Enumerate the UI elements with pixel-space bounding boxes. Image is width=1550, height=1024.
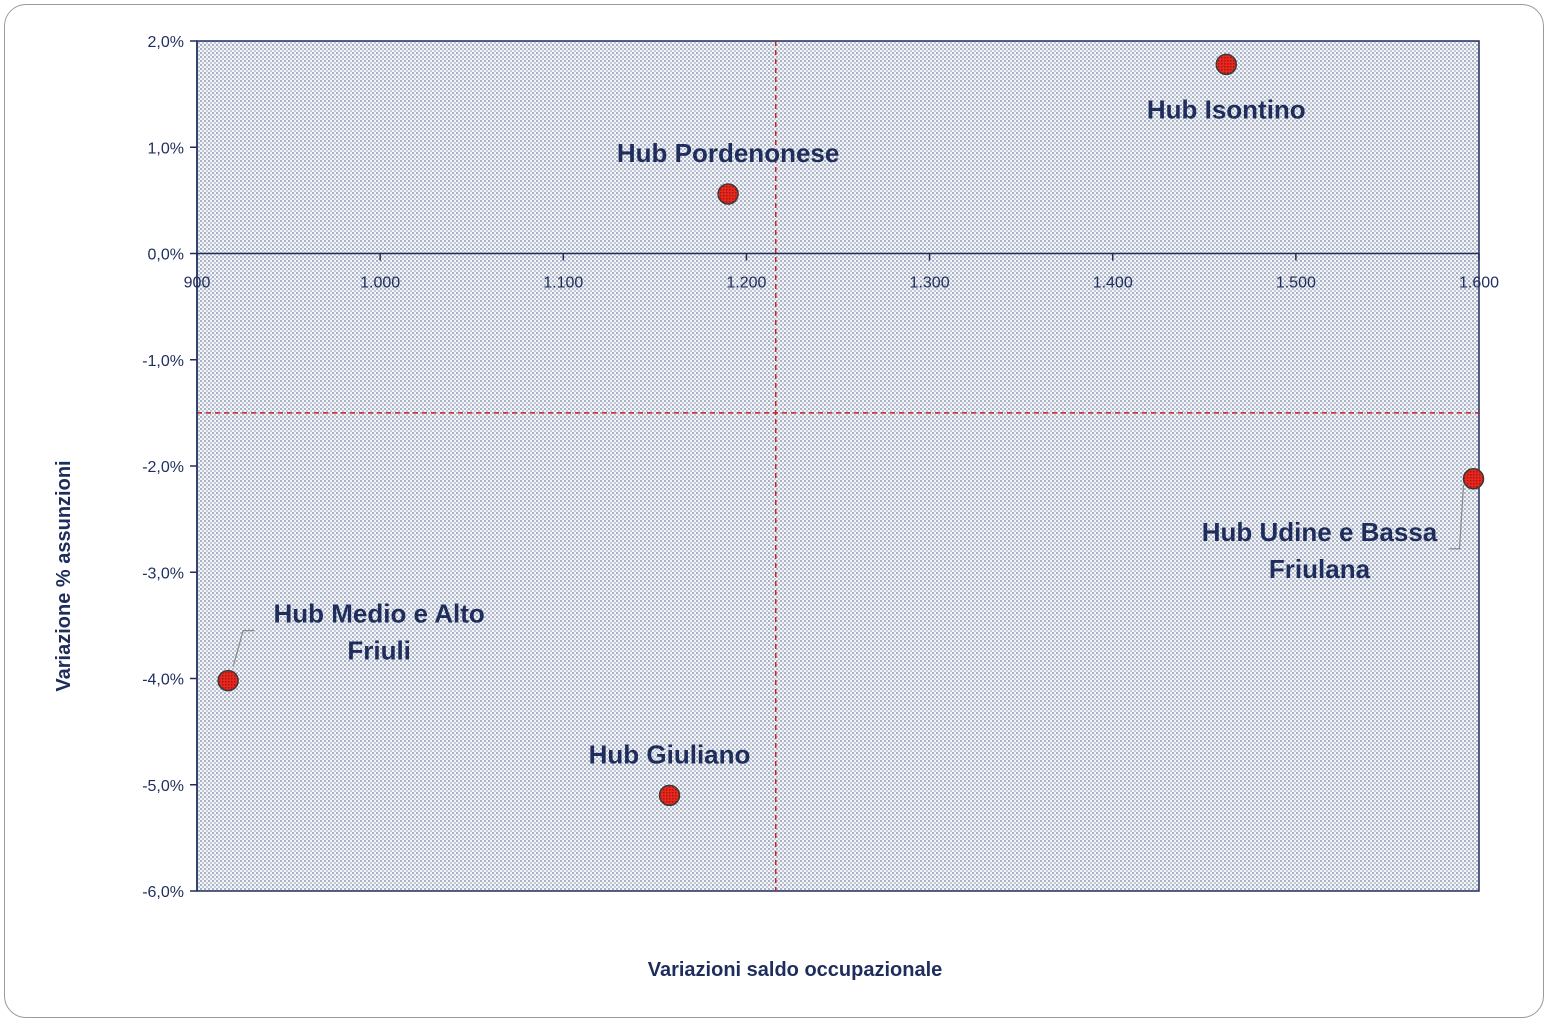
y-axis-title: Variazione % assunzioni xyxy=(53,460,75,691)
x-tick-label: 1.100 xyxy=(543,275,583,292)
point-label: Hub Giuliano xyxy=(589,739,751,769)
y-tick-label: 0,0% xyxy=(148,247,184,264)
label-leader-line xyxy=(232,630,255,667)
y-tick-label: -5,0% xyxy=(142,778,184,795)
label-leader-line xyxy=(1449,484,1465,550)
y-tick-label: 1,0% xyxy=(148,140,184,157)
y-tick-label: -6,0% xyxy=(142,884,184,901)
scatter-point xyxy=(1462,468,1485,490)
point-label: Hub Isontino xyxy=(1147,94,1306,124)
point-label: Hub Udine e Bassa Friulana xyxy=(1202,517,1438,584)
plot-area xyxy=(196,40,1480,892)
x-tick-label: 1.200 xyxy=(726,275,766,292)
point-label: Hub Medio e Alto Friuli xyxy=(273,599,484,666)
reference-lines xyxy=(197,41,1479,891)
x-tick-label: 1.500 xyxy=(1276,275,1316,292)
scatter-point xyxy=(717,183,739,205)
data-points xyxy=(217,53,1485,807)
x-tick-label: 1.400 xyxy=(1093,275,1133,292)
x-tick-label: 1.600 xyxy=(1459,275,1499,292)
y-tick-label: -1,0% xyxy=(142,353,184,370)
scatter-point xyxy=(217,669,239,692)
x-tick-label: 1.000 xyxy=(360,275,400,292)
y-tick-label: -4,0% xyxy=(142,672,184,689)
scatter-point xyxy=(1215,53,1238,76)
x-axis-ticks: 900 1.000 1.100 1.200 1.300 1.400 1.500 1.600 xyxy=(184,253,1499,292)
point-label: Hub Pordenonese xyxy=(617,138,839,168)
y-tick-label: -2,0% xyxy=(142,459,184,476)
x-tick-label: 900 xyxy=(184,275,211,292)
point-labels: Hub Isontino Hub Pordenonese Hub Udine e B… xyxy=(232,94,1465,769)
y-axis-ticks: 2,0% 1,0% 0,0% -1,0% -2,0% -3,0% -4,0% -5,0% -6,… xyxy=(142,34,197,901)
x-axis-title: Variazioni saldo occupazionale xyxy=(648,959,943,981)
y-tick-label: 2,0% xyxy=(148,34,184,51)
scatter-point xyxy=(658,784,681,807)
y-tick-label: -3,0% xyxy=(142,565,184,582)
x-tick-label: 1.300 xyxy=(910,275,950,292)
